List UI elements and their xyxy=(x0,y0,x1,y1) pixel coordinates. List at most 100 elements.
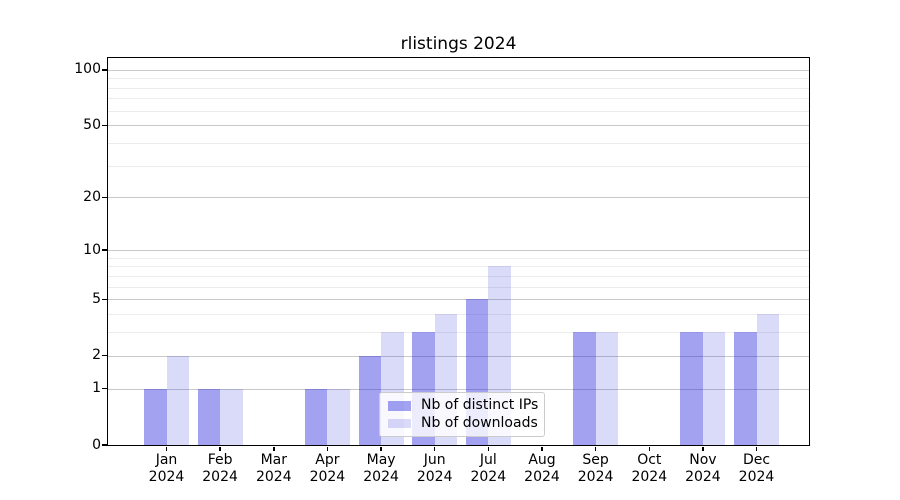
bar-distinct-ips-feb xyxy=(197,388,221,445)
x-tick-year: 2024 xyxy=(202,468,238,485)
minor-gridline xyxy=(108,78,809,80)
x-tick-mark xyxy=(755,446,758,451)
x-tick-year: 2024 xyxy=(738,468,775,485)
x-tick-year: 2024 xyxy=(363,468,399,485)
plot-area xyxy=(108,58,809,445)
x-tick-year: 2024 xyxy=(416,468,453,485)
x-tick-mark xyxy=(380,446,382,451)
x-tick-month: Feb xyxy=(207,452,233,468)
y-tick-mark xyxy=(102,387,107,390)
x-tick-mark xyxy=(594,446,597,451)
bar-downloads-apr xyxy=(327,388,350,445)
bar-distinct-ips-apr xyxy=(304,388,328,445)
bar-distinct-ips-dec xyxy=(734,332,757,445)
y-tick-mark xyxy=(102,298,107,301)
major-gridline xyxy=(108,299,809,301)
minor-gridline xyxy=(108,110,809,112)
x-tick-mark xyxy=(702,446,704,451)
x-tick-month: Jul xyxy=(479,452,497,468)
x-tick-month: Aug xyxy=(528,452,556,468)
x-tick-label-aug: Aug 2024 xyxy=(507,452,577,485)
bar-downloads-nov xyxy=(702,332,726,445)
y-tick-label: 20 xyxy=(83,188,101,205)
x-tick-mark xyxy=(433,446,436,451)
major-gridline xyxy=(108,388,809,390)
x-tick-year: 2024 xyxy=(685,468,721,485)
bar-downloads-jan xyxy=(166,355,189,445)
x-tick-mark xyxy=(541,446,543,451)
minor-gridline xyxy=(108,98,809,100)
x-tick-label-apr: Apr 2024 xyxy=(292,452,362,485)
y-tick-label: 50 xyxy=(83,116,101,133)
bar-downloads-sep xyxy=(595,332,619,445)
major-gridline xyxy=(108,197,809,199)
legend-label: Nb of downloads xyxy=(421,414,538,431)
x-tick-label-mar: Mar 2024 xyxy=(239,452,309,485)
minor-gridline xyxy=(108,275,809,277)
x-tick-month: Apr xyxy=(315,452,340,468)
x-tick-month: Nov xyxy=(689,452,717,468)
y-tick-label: 5 xyxy=(92,290,101,307)
x-tick-year: 2024 xyxy=(148,468,185,485)
y-tick-mark xyxy=(102,354,107,357)
minor-gridline xyxy=(108,143,809,144)
x-tick-month: Mar xyxy=(260,452,287,468)
x-tick-label-sep: Sep 2024 xyxy=(561,452,631,485)
x-tick-mark xyxy=(326,446,329,451)
legend: Nb of distinct IPs Nb of downloads xyxy=(379,392,545,437)
y-tick-mark xyxy=(102,444,107,446)
minor-gridline xyxy=(108,257,809,259)
legend-entry: Nb of downloads xyxy=(388,414,538,433)
y-tick-mark xyxy=(102,69,107,71)
bar-distinct-ips-sep xyxy=(573,332,596,445)
minor-gridline xyxy=(108,165,809,167)
x-tick-year: 2024 xyxy=(309,468,346,485)
y-tick-mark xyxy=(102,124,107,126)
x-tick-year: 2024 xyxy=(631,468,668,485)
bar-distinct-ips-nov xyxy=(680,332,703,445)
minor-gridline xyxy=(108,87,809,89)
major-gridline xyxy=(108,355,809,357)
x-tick-label-jul: Jul 2024 xyxy=(453,452,523,485)
x-tick-year: 2024 xyxy=(577,468,614,485)
x-tick-year: 2024 xyxy=(470,468,507,485)
legend-label: Nb of distinct IPs xyxy=(421,397,539,414)
major-gridline xyxy=(108,250,809,251)
legend-swatch xyxy=(388,418,411,428)
x-tick-mark xyxy=(487,446,490,451)
y-tick-label: 0 xyxy=(92,436,101,453)
y-tick-label: 100 xyxy=(74,61,101,78)
x-tick-mark xyxy=(165,446,168,451)
x-tick-year: 2024 xyxy=(255,468,292,485)
x-tick-label-jun: Jun 2024 xyxy=(400,452,470,485)
chart-title: rlistings 2024 xyxy=(400,34,517,54)
x-tick-month: Jun xyxy=(423,452,446,468)
bar-downloads-feb xyxy=(220,388,243,445)
bar-downloads-dec xyxy=(756,314,779,445)
minor-gridline xyxy=(108,266,809,268)
y-tick-label: 10 xyxy=(83,241,101,258)
x-tick-label-dec: Dec 2024 xyxy=(722,452,792,485)
x-tick-label-nov: Nov 2024 xyxy=(668,452,738,485)
x-tick-month: Dec xyxy=(742,452,771,468)
x-tick-month: Oct xyxy=(637,452,662,468)
x-tick-month: Jan xyxy=(155,452,178,468)
x-tick-label-may: May 2024 xyxy=(346,452,416,485)
y-tick-label: 2 xyxy=(92,347,101,364)
major-gridline xyxy=(108,69,809,71)
major-gridline xyxy=(108,125,809,127)
legend-entry: Nb of distinct IPs xyxy=(388,397,539,415)
x-tick-mark xyxy=(219,446,221,451)
x-tick-month: Sep xyxy=(582,452,609,468)
x-tick-label-oct: Oct 2024 xyxy=(614,452,684,485)
x-tick-month: May xyxy=(366,452,396,468)
y-tick-mark xyxy=(102,196,107,199)
y-tick-mark xyxy=(102,249,107,251)
minor-gridline xyxy=(108,286,809,288)
minor-gridline xyxy=(108,314,809,316)
y-tick-label: 1 xyxy=(92,380,101,397)
bar-distinct-ips-jan xyxy=(144,388,167,445)
x-tick-label-jan: Jan 2024 xyxy=(132,452,202,485)
legend-swatch xyxy=(388,401,411,411)
